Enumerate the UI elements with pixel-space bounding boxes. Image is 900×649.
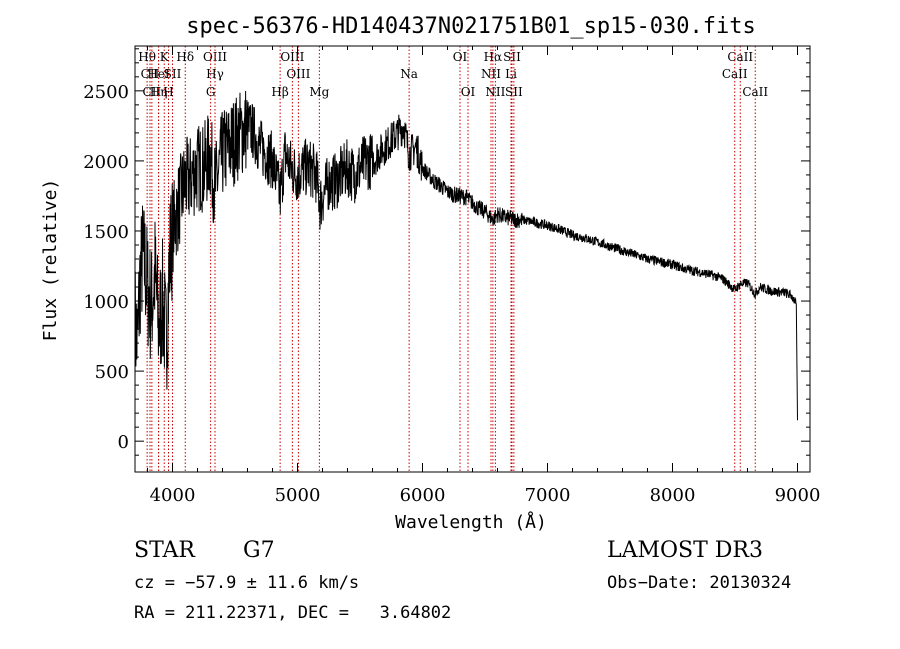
line-marker-label: Na	[400, 67, 418, 81]
line-marker-label: G	[206, 85, 216, 99]
object-class: STAR	[134, 538, 195, 563]
line-marker-label: SII	[503, 50, 521, 64]
x-tick-label: 7000	[525, 485, 571, 506]
line-marker-label: SII	[505, 85, 523, 99]
line-marker-label: Mg	[309, 85, 329, 99]
line-marker-label: NII	[481, 67, 501, 81]
y-tick-label: 1500	[83, 222, 129, 243]
line-marker-label: K	[160, 50, 170, 64]
line-marker-label: Hδ	[176, 50, 194, 64]
coordinates: RA = 211.22371, DEC = 3.64802	[134, 603, 452, 623]
obs-date: Obs−Date: 20130324	[607, 573, 792, 593]
y-tick-label: 0	[118, 432, 129, 453]
line-marker-label: Hβ	[271, 85, 288, 99]
line-marker-label: H	[163, 85, 173, 99]
y-tick-label: 2500	[83, 82, 129, 103]
line-marker-label: SII	[164, 67, 182, 81]
x-tick-label: 9000	[775, 485, 821, 506]
series-flux-line	[135, 90, 798, 421]
x-tick-label: 8000	[650, 485, 696, 506]
spectrum-chart: spec-56376-HD140437N021751B01_sp15-030.f…	[40, 14, 820, 533]
series-layer	[135, 90, 798, 421]
line-marker-label: OIII	[286, 67, 310, 81]
line-marker-label: OI	[461, 85, 476, 99]
line-marker-label: Li	[505, 67, 517, 81]
object-subclass: G7	[243, 538, 275, 563]
y-tick-label: 1000	[83, 292, 129, 313]
y-tick-label: 2000	[83, 152, 129, 173]
line-marker-label: CaII	[742, 85, 768, 99]
x-tick-label: 5000	[275, 485, 321, 506]
line-marker-label: OI	[453, 50, 468, 64]
line-marker-label: NII	[485, 85, 505, 99]
line-marker-label: CII	[143, 85, 162, 99]
line-marker-label: CaII	[727, 50, 753, 64]
survey-name: LAMOST DR3	[607, 538, 763, 563]
line-marker-label: Hα	[484, 50, 503, 64]
chart-title: spec-56376-HD140437N021751B01_sp15-030.f…	[186, 14, 756, 39]
x-axis-label: Wavelength (Å)	[395, 511, 547, 533]
line-marker-label: CII	[141, 67, 160, 81]
tick-layer: 4000 5000 6000 7000 8000 9000 0 500 1000 1500 2000…	[83, 46, 820, 506]
line-marker-label: OIII	[280, 50, 304, 64]
y-axis-label: Flux (relative)	[40, 179, 61, 342]
x-tick-label: 4000	[150, 485, 196, 506]
line-marker-label: Hγ	[206, 67, 224, 81]
redshift-readout: cz = −57.9 ± 11.6 km/s	[134, 573, 360, 593]
line-marker-label: Hθ	[138, 50, 156, 64]
line-marker-label: CaII	[722, 67, 748, 81]
x-tick-label: 6000	[400, 485, 446, 506]
y-tick-label: 500	[95, 362, 129, 383]
